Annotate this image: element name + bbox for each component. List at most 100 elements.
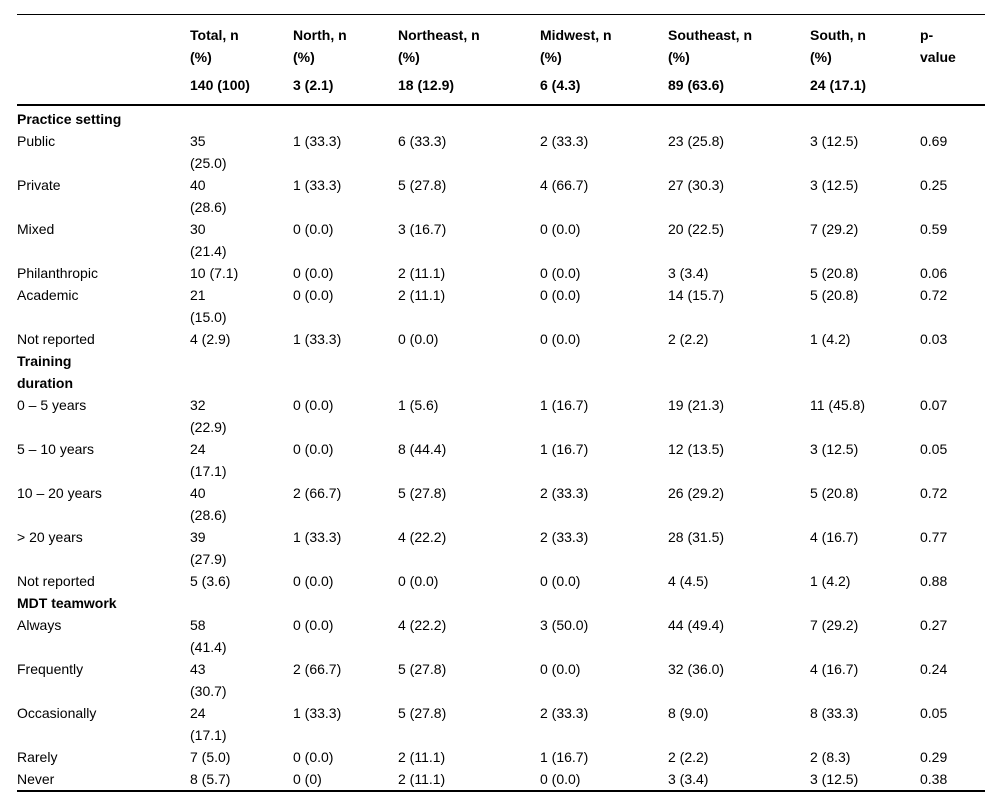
header-cell-total: Total, n (%) [190,27,239,65]
cell-midwest [540,105,668,130]
cell-north [293,350,398,394]
cell-midwest: 0 (0.0) [540,287,581,303]
cell-south: 7 (29.2) [810,617,859,633]
cell-pvalue [920,105,985,130]
row-label: > 20 years [17,529,83,545]
cell-southeast [668,105,810,130]
totals-cell-northeast: 18 (12.9) [398,68,540,106]
cell-total: 40 (28.6) [190,485,227,523]
cell-pvalue: 0.24 [920,661,948,677]
cell-midwest [540,592,668,614]
table-row: 0 – 5 years 32 (22.9) 0 (0.0) 1 (5.6) 1 … [17,394,985,438]
cell-northeast: 3 (16.7) [398,221,447,237]
header-cell-pvalue: p- value [920,27,956,65]
cell-north: 1 (33.3) [293,177,342,193]
cell-northeast: 4 (22.2) [398,529,447,545]
row-label: Public [17,133,56,149]
cell-pvalue: 0.59 [920,221,948,237]
cell-southeast: 3 (3.4) [668,265,709,281]
cell-midwest: 2 (33.3) [540,485,589,501]
cell-pvalue: 0.69 [920,133,948,149]
table-row: MDT teamwork [17,592,985,614]
table-row: Not reported 5 (3.6) 0 (0.0) 0 (0.0) 0 (… [17,570,985,592]
cell-total: 35 (25.0) [190,133,227,171]
header-cell-north: North, n (%) [293,27,347,65]
row-label: MDT teamwork [17,595,117,611]
cell-south: 4 (16.7) [810,529,859,545]
totals-cell-rowlabel [17,68,190,106]
cell-southeast: 27 (30.3) [668,177,725,193]
cell-north: 2 (66.7) [293,485,342,501]
cell-south: 3 (12.5) [810,441,859,457]
cell-southeast: 14 (15.7) [668,287,725,303]
cell-south: 3 (12.5) [810,771,859,787]
cell-pvalue: 0.88 [920,573,948,589]
row-label: Always [17,617,62,633]
cell-north: 0 (0.0) [293,441,334,457]
cell-pvalue [920,350,985,394]
cell-north: 2 (66.7) [293,661,342,677]
cell-north: 0 (0.0) [293,265,334,281]
cell-north: 0 (0.0) [293,397,334,413]
row-label: 10 – 20 years [17,485,102,501]
cell-north [293,105,398,130]
cell-pvalue: 0.72 [920,485,948,501]
cell-pvalue: 0.38 [920,771,948,787]
cell-southeast: 44 (49.4) [668,617,725,633]
cell-total: 32 (22.9) [190,397,227,435]
cell-pvalue: 0.25 [920,177,948,193]
cell-southeast: 20 (22.5) [668,221,725,237]
cell-pvalue: 0.72 [920,287,948,303]
cell-midwest: 0 (0.0) [540,331,581,347]
totals-cell-south: 24 (17.1) [810,68,920,106]
cell-north: 1 (33.3) [293,331,342,347]
totals-row: 140 (100) 3 (2.1) 18 (12.9) 6 (4.3) 89 (… [17,68,985,106]
cell-north: 0 (0) [293,771,322,787]
table-row: Frequently 43 (30.7) 2 (66.7) 5 (27.8) 0… [17,658,985,702]
cell-south: 1 (4.2) [810,573,851,589]
header-cell-midwest: Midwest, n (%) [540,27,612,65]
cell-total: 5 (3.6) [190,573,231,589]
totals-cell-midwest: 6 (4.3) [540,68,668,106]
cell-total: 58 (41.4) [190,617,227,655]
cell-south: 3 (12.5) [810,177,859,193]
stats-table-container: Total, n (%) North, n (%) Northeast, n (… [17,14,1000,792]
cell-southeast: 8 (9.0) [668,705,709,721]
cell-south: 5 (20.8) [810,287,859,303]
table-row: Always 58 (41.4) 0 (0.0) 4 (22.2) 3 (50.… [17,614,985,658]
table-row: Never 8 (5.7) 0 (0) 2 (11.1) 0 (0.0) 3 (… [17,768,985,791]
table-row: Rarely 7 (5.0) 0 (0.0) 2 (11.1) 1 (16.7)… [17,746,985,768]
cell-total: 7 (5.0) [190,749,231,765]
cell-southeast: 4 (4.5) [668,573,709,589]
cell-south [810,592,920,614]
cell-midwest: 2 (33.3) [540,529,589,545]
cell-northeast: 8 (44.4) [398,441,447,457]
cell-south: 7 (29.2) [810,221,859,237]
table-row: 10 – 20 years 40 (28.6) 2 (66.7) 5 (27.8… [17,482,985,526]
row-label: Mixed [17,221,55,237]
cell-south: 8 (33.3) [810,705,859,721]
cell-south [810,105,920,130]
totals-cell-southeast: 89 (63.6) [668,68,810,106]
table-row: Philanthropic 10 (7.1) 0 (0.0) 2 (11.1) … [17,262,985,284]
cell-midwest: 0 (0.0) [540,771,581,787]
table-row: Academic 21 (15.0) 0 (0.0) 2 (11.1) 0 (0… [17,284,985,328]
cell-south: 1 (4.2) [810,331,851,347]
row-label: Philanthropic [17,265,98,281]
cell-midwest: 0 (0.0) [540,265,581,281]
cell-midwest [540,350,668,394]
row-label: 0 – 5 years [17,397,87,413]
cell-midwest: 1 (16.7) [540,749,589,765]
cell-total: 24 (17.1) [190,705,227,743]
table-body: Practice setting Public 35 (25.0) 1 (33.… [17,105,985,791]
cell-midwest: 3 (50.0) [540,617,589,633]
cell-northeast: 6 (33.3) [398,133,447,149]
row-label: Never [17,771,55,787]
cell-total: 21 (15.0) [190,287,227,325]
cell-pvalue: 0.05 [920,705,948,721]
cell-midwest: 4 (66.7) [540,177,589,193]
cell-southeast: 12 (13.5) [668,441,725,457]
cell-pvalue: 0.05 [920,441,948,457]
table-row: 5 – 10 years 24 (17.1) 0 (0.0) 8 (44.4) … [17,438,985,482]
cell-northeast: 4 (22.2) [398,617,447,633]
